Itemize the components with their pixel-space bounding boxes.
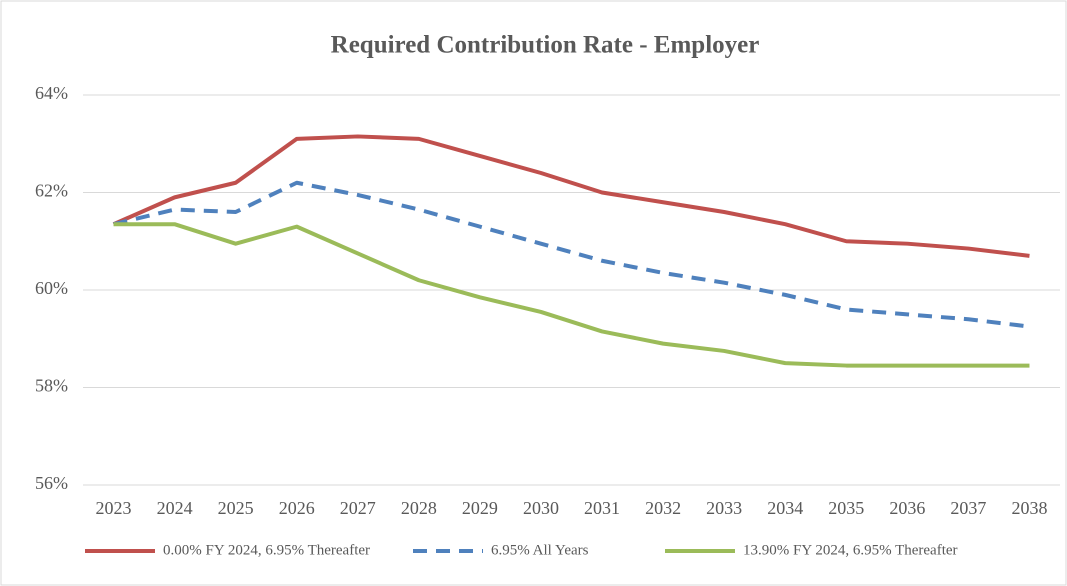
chart-title: Required Contribution Rate - Employer — [331, 32, 760, 59]
legend-label: 13.90% FY 2024, 6.95% Thereafter — [743, 542, 958, 558]
y-tick-label: 62% — [35, 181, 68, 201]
x-tick-label: 2030 — [523, 498, 559, 518]
y-tick-label: 60% — [35, 278, 68, 298]
x-tick-label: 2036 — [889, 498, 925, 518]
legend-label: 0.00% FY 2024, 6.95% Thereafter — [163, 542, 370, 558]
x-tick-label: 2034 — [767, 498, 803, 518]
x-tick-label: 2035 — [828, 498, 864, 518]
x-tick-label: 2026 — [279, 498, 315, 518]
legend-label: 6.95% All Years — [491, 542, 589, 558]
x-tick-label: 2038 — [1011, 498, 1047, 518]
x-tick-label: 2031 — [584, 498, 620, 518]
x-tick-label: 2023 — [96, 498, 132, 518]
x-tick-label: 2024 — [157, 498, 193, 518]
x-tick-label: 2028 — [401, 498, 437, 518]
x-tick-label: 2037 — [950, 498, 986, 518]
line-series — [112, 134, 1030, 258]
line-series — [113, 222, 1030, 368]
y-tick-label: 56% — [35, 473, 68, 493]
x-tick-label: 2032 — [645, 498, 681, 518]
line-series — [113, 180, 1030, 329]
x-tick-label: 2025 — [218, 498, 254, 518]
x-tick-label: 2033 — [706, 498, 742, 518]
y-tick-label: 58% — [35, 376, 68, 396]
x-tick-label: 2027 — [340, 498, 376, 518]
y-tick-label: 64% — [35, 83, 68, 103]
x-tick-label: 2029 — [462, 498, 498, 518]
